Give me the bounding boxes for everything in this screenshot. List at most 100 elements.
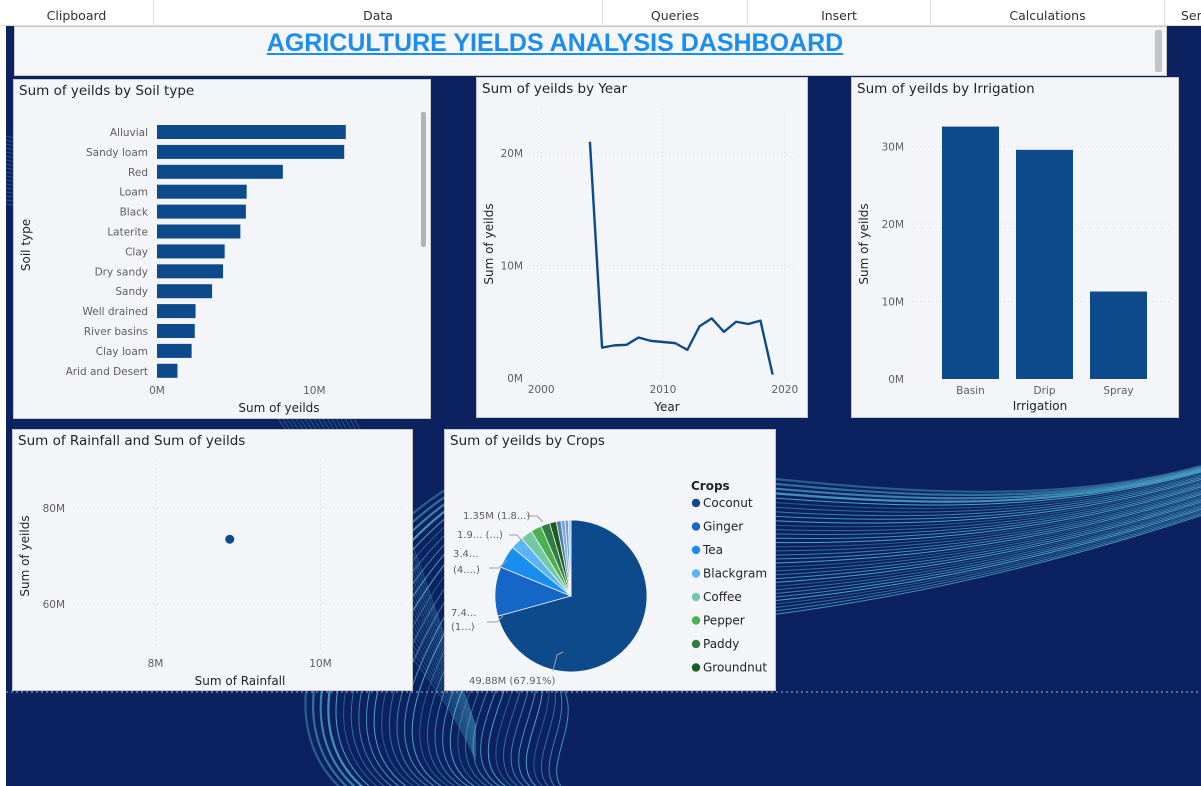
ribbon-tab-queries[interactable]: Queries xyxy=(603,0,748,26)
year-y-axis-title: Sum of yeilds xyxy=(482,203,496,284)
soil-bar xyxy=(157,304,196,319)
crops-data-label: 49.88M (67.91%) xyxy=(469,676,555,687)
crops-data-label: 1.35M (1.8...) xyxy=(463,511,530,522)
soil-category-label: Loam xyxy=(119,187,148,199)
crops-data-label: 7.4... xyxy=(451,608,476,619)
soil-bar xyxy=(157,125,346,139)
soil-type-chart[interactable]: Sum of yeilds by Soil type 0M 10M Alluvial… xyxy=(13,79,431,419)
crops-legend-marker xyxy=(691,616,701,625)
irrigation-x-axis-title: Irrigation xyxy=(1013,399,1068,413)
irrigation-bar xyxy=(942,126,999,379)
year-x-tick-label: 2000 xyxy=(528,384,555,396)
dashboard-title: AGRICULTURE YIELDS ANALYSIS DASHBOARD xyxy=(266,29,844,57)
crops-data-label: 1.9... (...) xyxy=(457,530,503,541)
soil-category-label: Clay xyxy=(125,246,148,258)
crops-legend-marker xyxy=(691,663,701,672)
soil-bar xyxy=(157,224,241,239)
ribbon-tab-clipboard[interactable]: Clipboard xyxy=(0,0,154,26)
crops-legend-marker xyxy=(691,592,701,602)
irrigation-bar xyxy=(1016,149,1073,379)
soil-category-label: Dry sandy xyxy=(95,266,148,278)
soil-scrollbar xyxy=(421,112,426,247)
crops-legend-marker xyxy=(691,498,701,508)
soil-bar xyxy=(157,324,195,338)
crops-chart[interactable]: Sum of yeilds by Crops 49.88M (67.91%) 7.… xyxy=(444,429,776,691)
soil-category-label: River basins xyxy=(84,326,148,338)
crops-legend-marker xyxy=(691,522,701,531)
irrigation-category-label: Basin xyxy=(956,385,985,397)
crops-legend-item: Coffee xyxy=(703,590,742,604)
crops-leader-line xyxy=(552,651,564,672)
rainfall-chart[interactable]: Sum of Rainfall and Sum of yeilds 60M 80M… xyxy=(12,429,413,691)
soil-x-axis-title: Sum of yeilds xyxy=(238,401,319,415)
irrigation-y-tick-label: 20M xyxy=(882,219,904,231)
soil-y-axis-title: Soil type xyxy=(19,219,33,271)
year-chart[interactable]: Sum of yeilds by Year 0M 10M 20M 2000 2010 20… xyxy=(476,77,808,418)
year-chart-title: Sum of yeilds by Year xyxy=(482,81,627,97)
crops-leader-line xyxy=(527,515,544,523)
rainfall-x-tick-label: 8M xyxy=(148,658,164,670)
soil-bar xyxy=(157,144,345,159)
crops-legend-item: Groundnut xyxy=(703,661,767,675)
crops-legend-item: Blackgram xyxy=(703,567,767,581)
irrigation-chart[interactable]: Sum of yeilds by Irrigation 0M 10M 20M 30M B… xyxy=(851,77,1179,418)
soil-x-tick-label: 0M xyxy=(149,385,165,397)
ribbon-tab-sensitivity[interactable]: Ser xyxy=(1181,8,1201,23)
soil-category-label: Black xyxy=(120,207,149,219)
soil-category-label: Well drained xyxy=(82,306,148,318)
irrigation-y-tick-label: 30M xyxy=(882,142,904,154)
soil-category-label: Clay loam xyxy=(96,346,148,358)
crops-legend-item: Ginger xyxy=(703,520,743,534)
rainfall-y-tick-label: 80M xyxy=(43,503,65,515)
rainfall-y-tick-label: 60M xyxy=(43,599,65,611)
crops-data-label: (1...) xyxy=(451,622,475,633)
irrigation-category-label: Drip xyxy=(1034,385,1056,397)
soil-category-label: Arid and Desert xyxy=(66,366,148,378)
ribbon-tab-insert[interactable]: Insert xyxy=(748,0,931,26)
soil-category-label: Red xyxy=(128,167,148,179)
crops-chart-title: Sum of yeilds by Crops xyxy=(450,433,605,449)
year-series-line xyxy=(588,141,774,375)
crops-pie-slice xyxy=(497,519,648,673)
crops-pie-slice xyxy=(567,519,572,597)
ribbon-bar: Clipboard Data Queries Insert Calculatio… xyxy=(0,0,1201,26)
year-y-tick-label: 10M xyxy=(501,261,523,273)
soil-category-label: Laterite xyxy=(107,227,148,239)
rainfall-x-axis-title: Sum of Rainfall xyxy=(195,674,286,688)
soil-bar xyxy=(157,343,192,358)
report-canvas: AGRICULTURE YIELDS ANALYSIS DASHBOARD Su… xyxy=(6,26,1201,786)
crops-legend-marker xyxy=(691,639,701,649)
soil-bar xyxy=(157,164,283,179)
soil-bar xyxy=(157,284,213,299)
irrigation-y-tick-label: 0M xyxy=(888,374,904,386)
crops-data-label: 3.4... xyxy=(453,549,478,560)
year-x-tick-label: 2010 xyxy=(650,384,677,396)
soil-bar xyxy=(157,184,247,199)
irrigation-bar xyxy=(1090,291,1147,379)
soil-chart-title: Sum of yeilds by Soil type xyxy=(19,83,195,99)
ribbon-tab-calculations[interactable]: Calculations xyxy=(931,0,1165,26)
rainfall-y-axis-title: Sum of yeilds xyxy=(18,515,32,596)
crops-legend-marker xyxy=(691,545,701,555)
soil-bar xyxy=(157,363,178,378)
title-textbox[interactable]: AGRICULTURE YIELDS ANALYSIS DASHBOARD xyxy=(14,26,1167,76)
soil-category-label: Sandy loam xyxy=(86,147,148,159)
irrigation-chart-title: Sum of yeilds by Irrigation xyxy=(857,81,1035,97)
crops-legend-marker xyxy=(691,569,701,578)
crops-legend-item: Tea xyxy=(702,543,723,557)
crops-leader-line xyxy=(509,534,524,543)
soil-category-label: Alluvial xyxy=(110,127,148,139)
soil-category-label: Sandy xyxy=(115,286,148,298)
soil-chart-plot: 0M 10M Alluvial Sandy loam Red Loam Black Later… xyxy=(19,112,426,415)
rainfall-x-tick-label: 10M xyxy=(309,658,331,670)
year-x-axis-title: Year xyxy=(653,400,679,414)
ribbon-tab-data[interactable]: Data xyxy=(154,0,603,26)
rainfall-chart-title: Sum of Rainfall and Sum of yeilds xyxy=(18,433,246,449)
irrigation-chart-plot: 0M 10M 20M 30M Basin Drip Spray Irrigation Sum o… xyxy=(857,126,1172,413)
rainfall-chart-plot: 60M 80M 8M 10M Sum of Rainfall Sum of yeilds xyxy=(18,460,403,688)
soil-bar xyxy=(157,264,224,279)
crops-chart-plot: 49.88M (67.91%) 7.4... (1...) 3.4... (4....)… xyxy=(451,479,767,687)
title-scrollbar[interactable] xyxy=(1155,30,1162,72)
crops-leader-line xyxy=(487,615,504,623)
soil-bar xyxy=(157,244,225,259)
